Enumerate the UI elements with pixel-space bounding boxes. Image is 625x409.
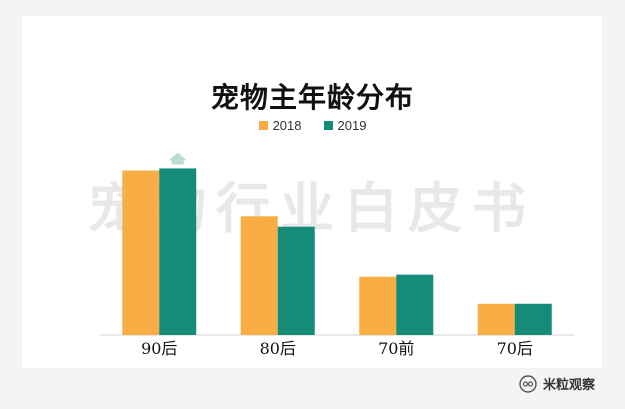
brand-name: 米粒观察 [542, 378, 595, 393]
bar-2018-70后 [477, 303, 515, 335]
chart-title: 宠物主年龄分布 [210, 81, 414, 114]
bar-2018-70前 [359, 276, 397, 335]
bar-2019-90后 [159, 168, 197, 335]
wechat-icon [519, 374, 537, 393]
legend-label-2019: 2019 [337, 118, 367, 133]
legend-swatch-2019 [323, 121, 333, 130]
legend-swatch-2018 [258, 121, 268, 130]
bar-2019-80后 [277, 226, 315, 335]
bar-2018-80后 [240, 216, 278, 335]
bar-2019-70前 [396, 274, 434, 335]
brand: 米粒观察 [519, 374, 595, 393]
bar-2019-70后 [514, 303, 552, 335]
x-tick-label: 70前 [378, 339, 414, 358]
legend-item-2018: 2018 [258, 118, 302, 133]
up-arrow-icon [168, 152, 187, 165]
x-tick-label: 80后 [260, 339, 296, 358]
legend-item-2019: 2019 [323, 118, 367, 133]
bar-2018-90后 [122, 170, 160, 335]
legend-label-2018: 2018 [272, 118, 302, 133]
chart-legend: 2018 2019 [0, 118, 625, 133]
x-tick-label: 90后 [141, 339, 177, 358]
x-tick-label: 70后 [497, 339, 533, 358]
